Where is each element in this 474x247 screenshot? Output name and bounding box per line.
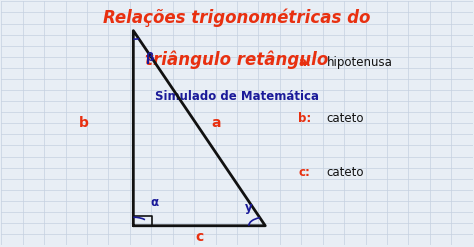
Text: α: α [150, 196, 159, 209]
Text: cateto: cateto [327, 112, 364, 125]
Text: triângulo retângulo: triângulo retângulo [146, 50, 328, 69]
Text: β: β [146, 51, 154, 64]
Text: b: b [79, 116, 89, 130]
Text: Simulado de Matemática: Simulado de Matemática [155, 90, 319, 103]
Text: a: a [211, 116, 220, 130]
Text: a:: a: [298, 56, 311, 69]
Text: hipotenusa: hipotenusa [327, 56, 392, 69]
Text: c:: c: [298, 165, 310, 179]
Text: y: y [245, 201, 253, 214]
Text: b:: b: [298, 112, 311, 125]
Text: Relações trigonométricas do: Relações trigonométricas do [103, 9, 371, 27]
Text: cateto: cateto [327, 165, 364, 179]
Text: c: c [195, 230, 203, 244]
